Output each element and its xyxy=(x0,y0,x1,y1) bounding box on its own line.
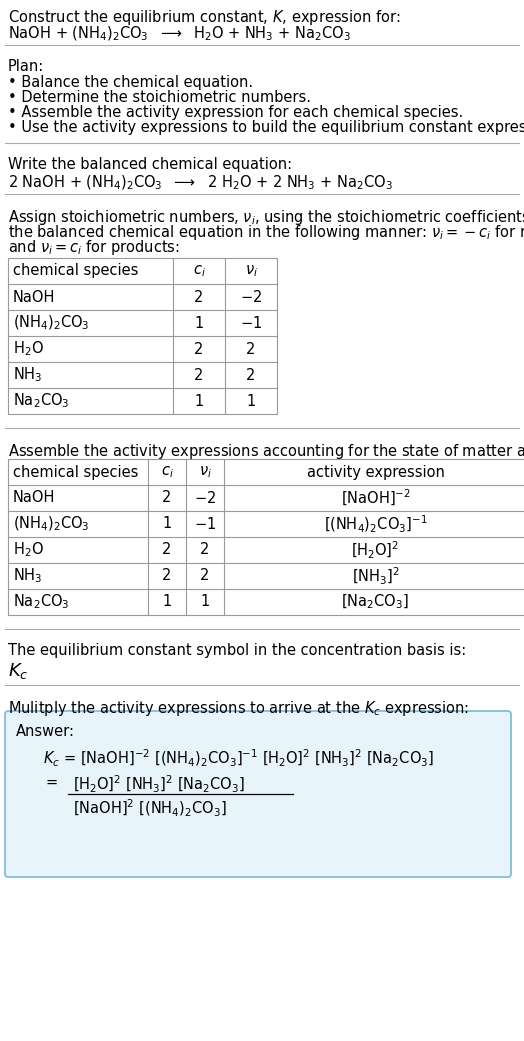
FancyBboxPatch shape xyxy=(5,711,511,877)
Text: [(NH$_4$)$_2$CO$_3$]$^{-1}$: [(NH$_4$)$_2$CO$_3$]$^{-1}$ xyxy=(324,513,427,534)
Text: H$_2$O: H$_2$O xyxy=(13,339,44,358)
Text: [H$_2$O]$^2$ [NH$_3$]$^2$ [Na$_2$CO$_3$]: [H$_2$O]$^2$ [NH$_3$]$^2$ [Na$_2$CO$_3$] xyxy=(73,775,245,795)
Text: Assign stoichiometric numbers, $\nu_i$, using the stoichiometric coefficients, $: Assign stoichiometric numbers, $\nu_i$, … xyxy=(8,208,524,227)
Text: 2: 2 xyxy=(194,367,204,382)
Text: Na$_2$CO$_3$: Na$_2$CO$_3$ xyxy=(13,391,70,410)
Text: 2: 2 xyxy=(194,341,204,356)
Bar xyxy=(8,459,524,615)
Text: 2: 2 xyxy=(162,568,172,584)
Text: 1: 1 xyxy=(162,516,172,532)
Text: 2: 2 xyxy=(200,568,210,584)
Text: $-2$: $-2$ xyxy=(240,289,262,305)
Text: $K_c$: $K_c$ xyxy=(8,661,29,681)
Text: Write the balanced chemical equation:: Write the balanced chemical equation: xyxy=(8,157,292,172)
Text: $-1$: $-1$ xyxy=(240,315,262,331)
Text: 2: 2 xyxy=(200,542,210,558)
Text: 1: 1 xyxy=(162,594,172,609)
Text: $\nu_i$: $\nu_i$ xyxy=(199,464,212,480)
Text: Plan:: Plan: xyxy=(8,59,44,74)
Text: • Assemble the activity expression for each chemical species.: • Assemble the activity expression for e… xyxy=(8,105,463,120)
Text: 2: 2 xyxy=(194,289,204,305)
Text: (NH$_4$)$_2$CO$_3$: (NH$_4$)$_2$CO$_3$ xyxy=(13,515,90,533)
Text: chemical species: chemical species xyxy=(13,464,138,480)
Text: H$_2$O: H$_2$O xyxy=(13,540,44,559)
Text: [NaOH]$^2$ [(NH$_4$)$_2$CO$_3$]: [NaOH]$^2$ [(NH$_4$)$_2$CO$_3$] xyxy=(73,798,227,819)
Text: 1: 1 xyxy=(200,594,210,609)
Text: $-1$: $-1$ xyxy=(194,516,216,532)
Text: [H$_2$O]$^2$: [H$_2$O]$^2$ xyxy=(352,539,399,560)
Text: $K_c$ = [NaOH]$^{-2}$ [(NH$_4$)$_2$CO$_3$]$^{-1}$ [H$_2$O]$^2$ [NH$_3$]$^2$ [Na$: $K_c$ = [NaOH]$^{-2}$ [(NH$_4$)$_2$CO$_3… xyxy=(43,748,434,769)
Text: and $\nu_i = c_i$ for products:: and $\nu_i = c_i$ for products: xyxy=(8,238,180,257)
Text: • Determine the stoichiometric numbers.: • Determine the stoichiometric numbers. xyxy=(8,90,311,105)
Text: • Use the activity expressions to build the equilibrium constant expression.: • Use the activity expressions to build … xyxy=(8,120,524,135)
Text: NH$_3$: NH$_3$ xyxy=(13,365,42,384)
Text: $\nu_i$: $\nu_i$ xyxy=(245,263,257,279)
Text: Mulitply the activity expressions to arrive at the $K_c$ expression:: Mulitply the activity expressions to arr… xyxy=(8,699,469,718)
Text: NaOH: NaOH xyxy=(13,490,56,506)
Text: 1: 1 xyxy=(246,393,256,408)
Text: NH$_3$: NH$_3$ xyxy=(13,566,42,585)
Text: 2: 2 xyxy=(246,367,256,382)
Text: Assemble the activity expressions accounting for the state of matter and $\nu_i$: Assemble the activity expressions accoun… xyxy=(8,442,524,461)
Text: NaOH + (NH$_4$)$_2$CO$_3$  $\longrightarrow$  H$_2$O + NH$_3$ + Na$_2$CO$_3$: NaOH + (NH$_4$)$_2$CO$_3$ $\longrightarr… xyxy=(8,25,351,44)
Bar xyxy=(8,258,277,414)
Text: $-2$: $-2$ xyxy=(194,490,216,506)
Text: Answer:: Answer: xyxy=(16,723,75,739)
Text: 2 NaOH + (NH$_4$)$_2$CO$_3$  $\longrightarrow$  2 H$_2$O + 2 NH$_3$ + Na$_2$CO$_: 2 NaOH + (NH$_4$)$_2$CO$_3$ $\longrighta… xyxy=(8,174,393,193)
Text: activity expression: activity expression xyxy=(307,464,444,480)
Text: $c_i$: $c_i$ xyxy=(160,464,173,480)
Text: [NH$_3$]$^2$: [NH$_3$]$^2$ xyxy=(352,565,399,586)
Text: $=$: $=$ xyxy=(43,775,59,789)
Text: NaOH: NaOH xyxy=(13,289,56,305)
Text: 2: 2 xyxy=(162,490,172,506)
Text: [NaOH]$^{-2}$: [NaOH]$^{-2}$ xyxy=(341,488,410,508)
Text: The equilibrium constant symbol in the concentration basis is:: The equilibrium constant symbol in the c… xyxy=(8,643,466,658)
Text: chemical species: chemical species xyxy=(13,263,138,279)
Text: Na$_2$CO$_3$: Na$_2$CO$_3$ xyxy=(13,592,70,611)
Text: the balanced chemical equation in the following manner: $\nu_i = -c_i$ for react: the balanced chemical equation in the fo… xyxy=(8,223,524,242)
Text: • Balance the chemical equation.: • Balance the chemical equation. xyxy=(8,75,253,90)
Text: 2: 2 xyxy=(162,542,172,558)
Text: Construct the equilibrium constant, $K$, expression for:: Construct the equilibrium constant, $K$,… xyxy=(8,8,401,27)
Text: 2: 2 xyxy=(246,341,256,356)
Text: 1: 1 xyxy=(194,393,204,408)
Text: [Na$_2$CO$_3$]: [Na$_2$CO$_3$] xyxy=(342,592,410,611)
Text: (NH$_4$)$_2$CO$_3$: (NH$_4$)$_2$CO$_3$ xyxy=(13,313,90,332)
Text: $c_i$: $c_i$ xyxy=(193,263,205,279)
Text: 1: 1 xyxy=(194,315,204,330)
